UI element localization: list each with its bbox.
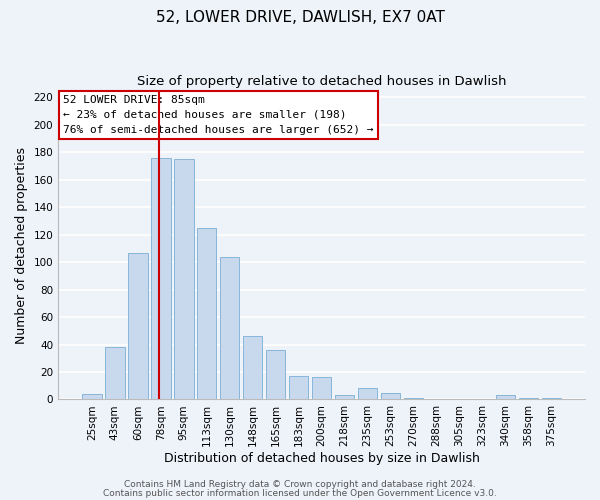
Bar	[312, 378, 331, 400]
Bar	[289, 376, 308, 400]
Y-axis label: Number of detached properties: Number of detached properties	[15, 146, 28, 344]
Bar	[243, 336, 262, 400]
Text: 52, LOWER DRIVE, DAWLISH, EX7 0AT: 52, LOWER DRIVE, DAWLISH, EX7 0AT	[155, 10, 445, 25]
Bar	[404, 398, 423, 400]
Bar	[82, 394, 101, 400]
Text: Contains public sector information licensed under the Open Government Licence v3: Contains public sector information licen…	[103, 489, 497, 498]
Text: 52 LOWER DRIVE: 85sqm
← 23% of detached houses are smaller (198)
76% of semi-det: 52 LOWER DRIVE: 85sqm ← 23% of detached …	[64, 95, 374, 135]
Bar	[542, 398, 561, 400]
X-axis label: Distribution of detached houses by size in Dawlish: Distribution of detached houses by size …	[164, 452, 479, 465]
Bar	[174, 159, 194, 400]
Bar	[358, 388, 377, 400]
Bar	[335, 396, 355, 400]
Bar	[496, 396, 515, 400]
Bar	[128, 252, 148, 400]
Bar	[518, 398, 538, 400]
Text: Contains HM Land Registry data © Crown copyright and database right 2024.: Contains HM Land Registry data © Crown c…	[124, 480, 476, 489]
Bar	[197, 228, 217, 400]
Bar	[151, 158, 170, 400]
Bar	[266, 350, 286, 400]
Bar	[220, 256, 239, 400]
Title: Size of property relative to detached houses in Dawlish: Size of property relative to detached ho…	[137, 75, 506, 88]
Bar	[381, 392, 400, 400]
Bar	[105, 348, 125, 400]
